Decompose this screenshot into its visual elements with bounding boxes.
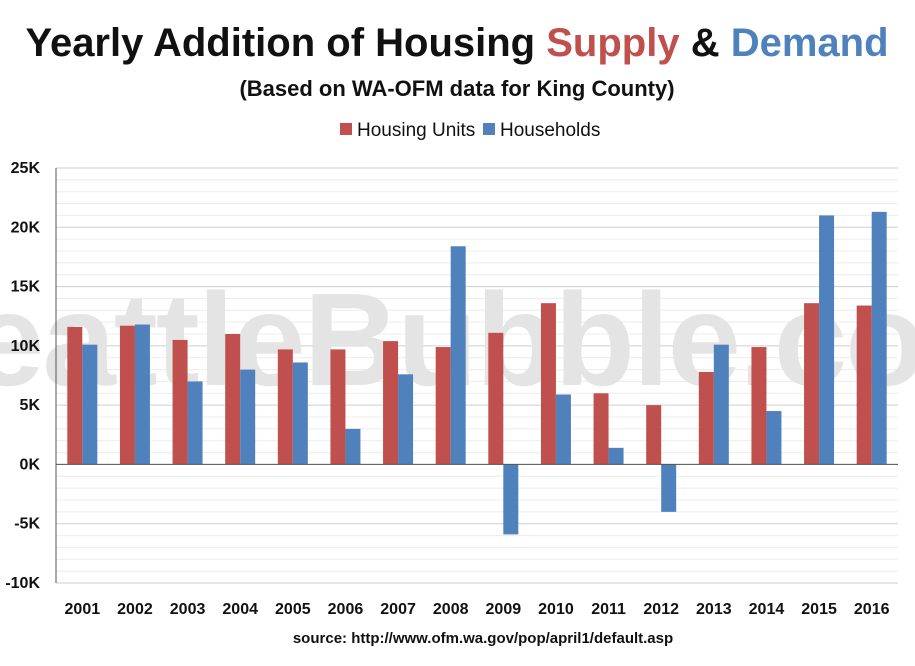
x-tick-label: 2012 <box>643 601 679 618</box>
chart-title-supply: Supply <box>546 21 680 65</box>
bar-households-2013 <box>713 344 729 465</box>
legend-swatch-households <box>483 123 495 135</box>
x-tick-label: 2011 <box>591 601 626 618</box>
bar-households-2007 <box>398 374 414 465</box>
bar-households-2011 <box>608 447 624 465</box>
legend-swatch-housing-units <box>340 123 352 135</box>
y-tick-label: 25K <box>11 160 41 177</box>
bar-households-2001 <box>82 344 98 465</box>
chart-subtitle: (Based on WA-OFM data for King County) <box>239 76 674 101</box>
bar-households-2004 <box>240 369 256 465</box>
x-tick-label: 2013 <box>696 601 732 618</box>
x-tick-label: 2014 <box>749 601 785 618</box>
bar-housing-units-2006 <box>330 349 346 465</box>
bar-households-2008 <box>450 246 466 465</box>
x-tick-label: 2015 <box>801 601 837 618</box>
bar-housing-units-2001 <box>67 326 83 465</box>
bar-households-2014 <box>766 411 782 465</box>
axes <box>55 168 898 583</box>
x-tick-label: 2010 <box>538 601 574 618</box>
bar-households-2012 <box>661 464 677 512</box>
x-tick-label: 2007 <box>380 601 416 618</box>
x-tick-label: 2002 <box>117 601 153 618</box>
y-tick-label: 5K <box>20 397 41 414</box>
x-tick-label: 2006 <box>328 601 364 618</box>
bar-housing-units-2011 <box>593 393 609 465</box>
bar-households-2005 <box>292 362 308 465</box>
bar-housing-units-2004 <box>225 334 241 465</box>
bar-housing-units-2015 <box>804 303 820 465</box>
y-tick-label: 10K <box>11 338 41 355</box>
source-note: source: http://www.ofm.wa.gov/pop/april1… <box>293 630 673 647</box>
x-tick-label: 2003 <box>170 601 206 618</box>
x-tick-label: 2005 <box>275 601 311 618</box>
bar-housing-units-2014 <box>751 347 767 465</box>
bar-housing-units-2013 <box>698 371 714 465</box>
x-tick-label: 2001 <box>65 601 101 618</box>
x-tick-label: 2016 <box>854 601 890 618</box>
legend-label-households: Households <box>500 120 600 141</box>
legend-label-housing-units: Housing Units <box>357 120 475 141</box>
bar-housing-units-2009 <box>488 332 504 465</box>
bar-households-2002 <box>134 324 150 465</box>
x-tick-label: 2008 <box>433 601 469 618</box>
bar-households-2015 <box>819 215 835 465</box>
bar-housing-units-2016 <box>856 305 872 465</box>
bar-households-2003 <box>187 381 203 465</box>
y-tick-label: -5K <box>14 516 40 533</box>
bar-housing-units-2007 <box>383 341 399 465</box>
chart-legend: Housing Units Households <box>340 120 600 141</box>
bar-housing-units-2010 <box>540 303 556 465</box>
bar-housing-units-2005 <box>277 349 293 465</box>
y-tick-label: -10K <box>5 575 40 592</box>
bar-households-2016 <box>871 211 887 465</box>
chart-title-amp: & <box>680 21 731 65</box>
bar-households-2009 <box>503 464 519 535</box>
bar-housing-units-2003 <box>172 339 188 465</box>
chart-title: Yearly Addition of Housing Supply & Dema… <box>25 21 888 65</box>
chart-title-main: Yearly Addition of Housing <box>25 21 546 65</box>
x-tick-label: 2004 <box>222 601 258 618</box>
bar-households-2006 <box>345 428 361 465</box>
x-tick-label: 2009 <box>486 601 522 618</box>
bars <box>67 211 887 535</box>
x-tick-labels: 2001 2002 2003 2004 2005 2006 2007 2008 2009 2010… <box>65 601 890 618</box>
bar-housing-units-2002 <box>119 325 135 465</box>
bar-housing-units-2008 <box>435 347 451 465</box>
y-tick-labels: 25K 20K 15K 10K 5K 0K -5K -10K <box>5 160 40 592</box>
chart-title-demand: Demand <box>731 21 889 65</box>
bar-housing-units-2012 <box>646 405 662 465</box>
y-tick-label: 0K <box>20 456 41 473</box>
y-tick-label: 15K <box>11 279 41 296</box>
y-tick-label: 20K <box>11 219 41 236</box>
bar-households-2010 <box>555 394 571 465</box>
